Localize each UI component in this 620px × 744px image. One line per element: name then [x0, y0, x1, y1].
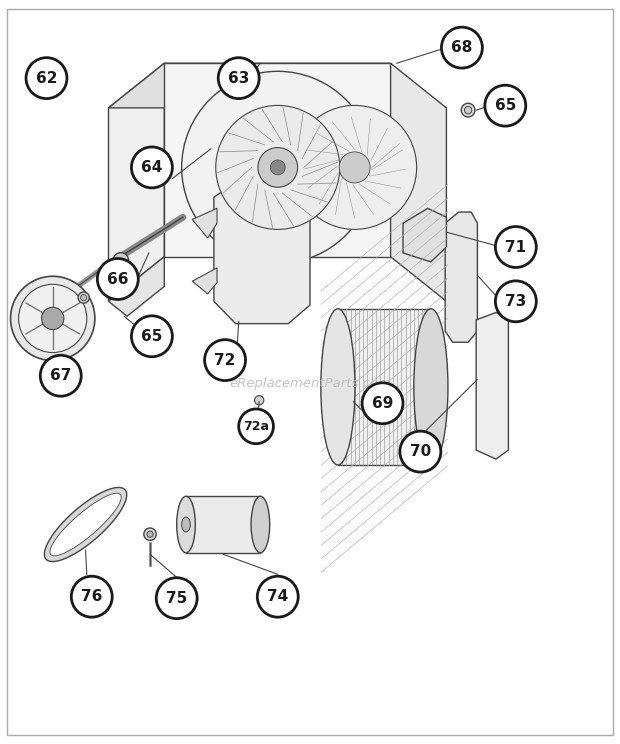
Ellipse shape — [362, 383, 403, 424]
Text: 73: 73 — [505, 294, 526, 309]
Polygon shape — [45, 487, 126, 562]
Polygon shape — [164, 63, 391, 257]
Polygon shape — [192, 208, 217, 238]
Text: 72a: 72a — [243, 420, 269, 433]
Ellipse shape — [461, 103, 475, 117]
Text: 76: 76 — [81, 589, 102, 604]
Text: 70: 70 — [410, 444, 431, 459]
Ellipse shape — [78, 292, 89, 304]
Ellipse shape — [81, 295, 87, 301]
Text: 67: 67 — [50, 368, 71, 383]
Ellipse shape — [293, 106, 417, 229]
Ellipse shape — [239, 409, 273, 443]
Ellipse shape — [257, 576, 298, 618]
Ellipse shape — [131, 147, 172, 188]
Text: 74: 74 — [267, 589, 288, 604]
Ellipse shape — [113, 253, 129, 268]
Ellipse shape — [485, 86, 526, 126]
Ellipse shape — [11, 276, 95, 361]
Text: 66: 66 — [107, 272, 128, 286]
Ellipse shape — [339, 152, 370, 183]
Ellipse shape — [216, 106, 340, 229]
Ellipse shape — [400, 432, 441, 472]
Ellipse shape — [218, 58, 259, 99]
Ellipse shape — [147, 531, 153, 537]
Ellipse shape — [464, 106, 472, 114]
Text: 69: 69 — [372, 396, 393, 411]
Ellipse shape — [182, 517, 190, 532]
Ellipse shape — [156, 577, 197, 619]
Ellipse shape — [270, 160, 285, 175]
Ellipse shape — [254, 396, 264, 405]
Ellipse shape — [71, 576, 112, 618]
Text: 65: 65 — [495, 98, 516, 113]
Text: 68: 68 — [451, 40, 472, 55]
Polygon shape — [108, 257, 164, 316]
Ellipse shape — [19, 284, 87, 353]
Ellipse shape — [97, 259, 138, 299]
Bar — [186, 496, 260, 553]
Ellipse shape — [42, 307, 64, 330]
Polygon shape — [391, 63, 446, 301]
Ellipse shape — [144, 528, 156, 540]
Ellipse shape — [177, 496, 195, 553]
Polygon shape — [192, 268, 217, 294]
Ellipse shape — [205, 339, 246, 381]
Text: 62: 62 — [36, 71, 57, 86]
Ellipse shape — [26, 58, 67, 99]
Ellipse shape — [258, 147, 298, 187]
Ellipse shape — [251, 496, 270, 553]
Polygon shape — [108, 63, 391, 108]
Ellipse shape — [182, 71, 374, 263]
Ellipse shape — [40, 356, 81, 396]
Ellipse shape — [321, 309, 355, 465]
Ellipse shape — [414, 309, 448, 465]
Text: 63: 63 — [228, 71, 249, 86]
Text: 65: 65 — [141, 329, 162, 344]
Text: 64: 64 — [141, 160, 162, 175]
Ellipse shape — [495, 226, 536, 268]
Polygon shape — [108, 63, 164, 301]
Polygon shape — [445, 212, 477, 342]
Ellipse shape — [131, 315, 172, 357]
Polygon shape — [214, 179, 310, 324]
Text: eReplacementParts.com: eReplacementParts.com — [229, 376, 391, 390]
Polygon shape — [50, 493, 121, 556]
Ellipse shape — [441, 27, 482, 68]
Polygon shape — [476, 312, 508, 459]
Text: 75: 75 — [166, 591, 187, 606]
Text: 71: 71 — [505, 240, 526, 254]
Polygon shape — [403, 208, 446, 262]
Text: 72: 72 — [215, 353, 236, 368]
Bar — [338, 309, 431, 465]
Ellipse shape — [495, 281, 536, 322]
